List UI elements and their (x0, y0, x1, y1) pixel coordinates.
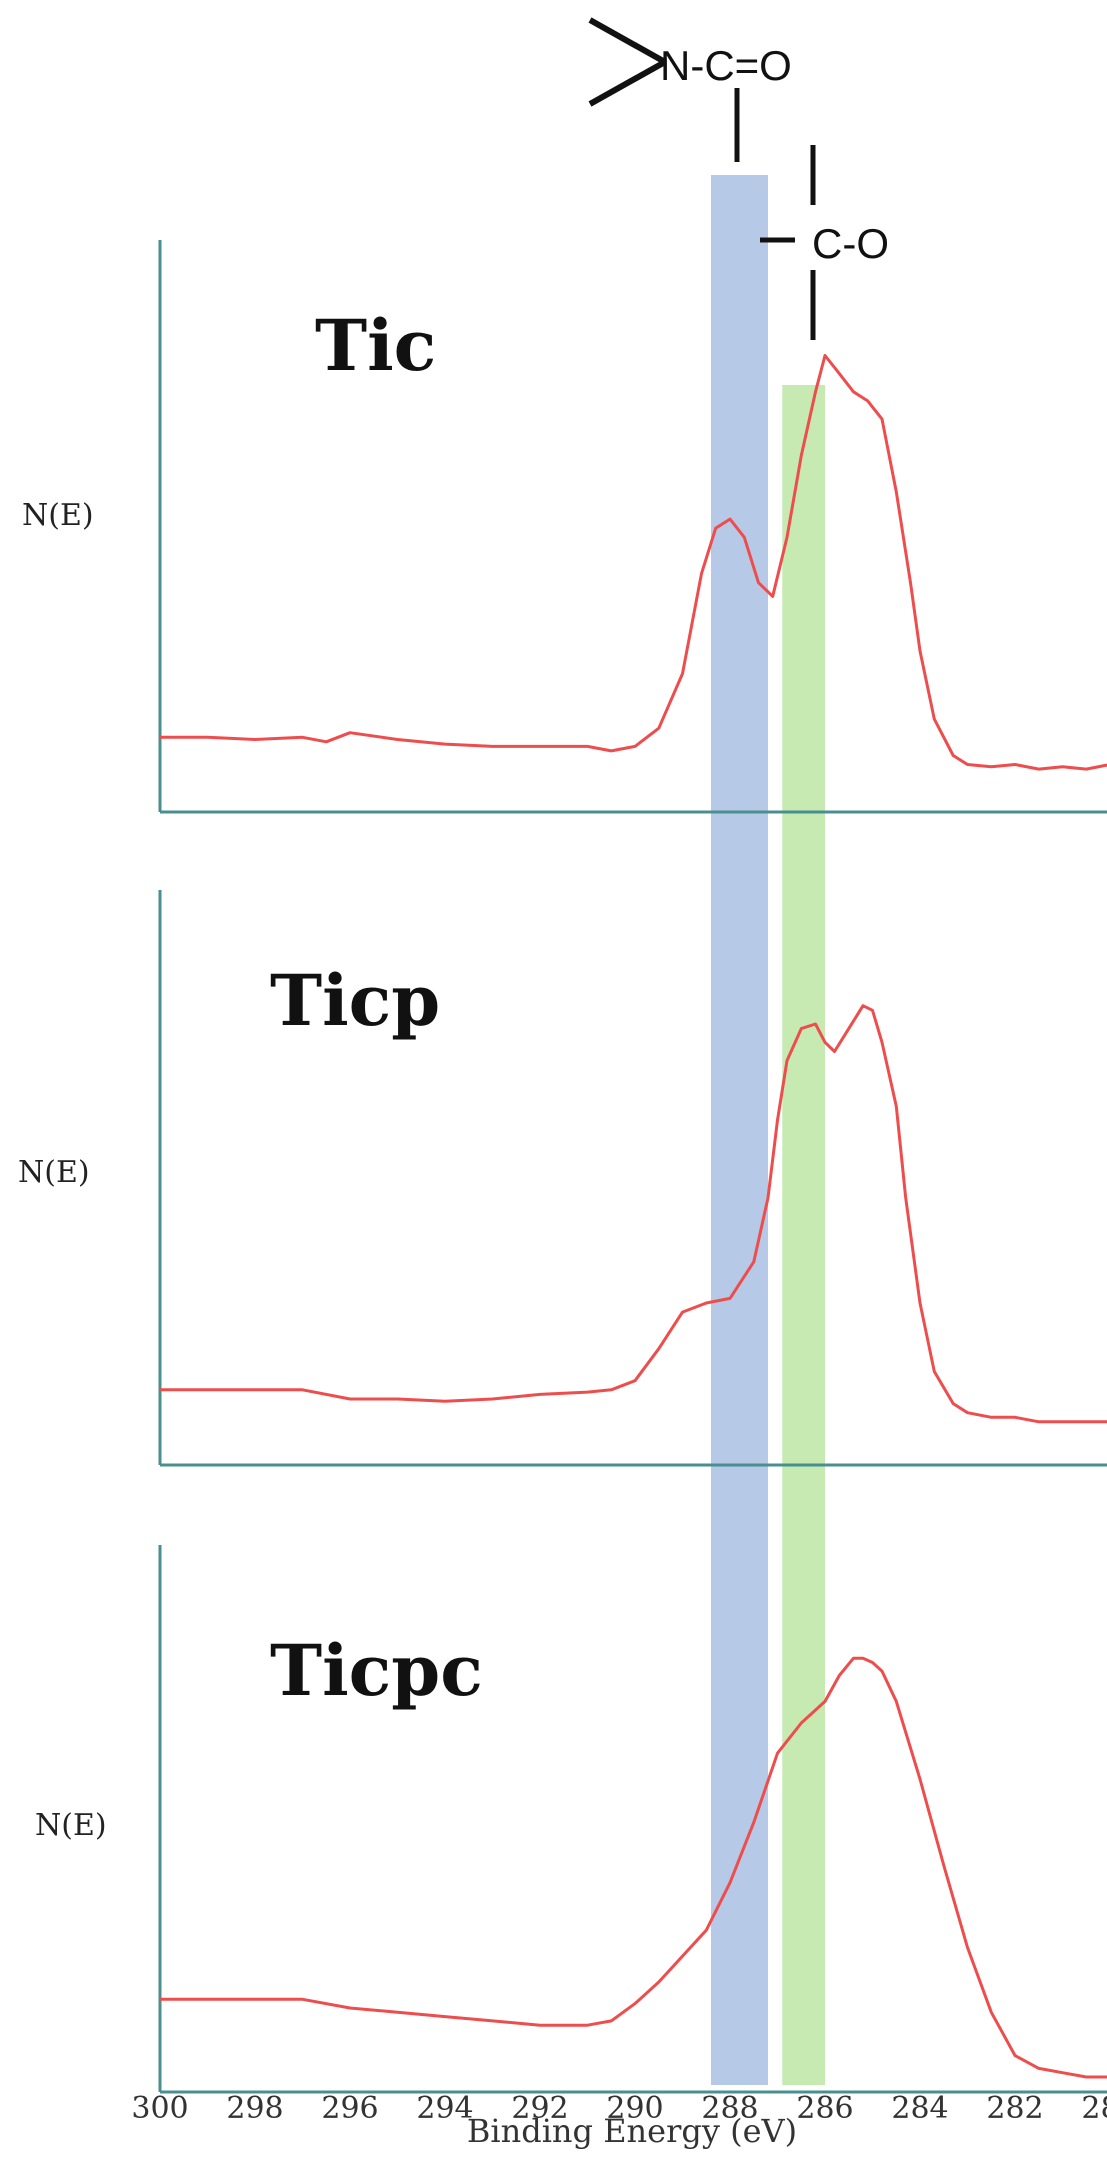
bond-annotations: N-C=O C-O (588, 17, 889, 340)
x-tick-label: 286 (796, 2091, 853, 2126)
x-tick-labels: 300 298 296 294 292 290 288 286 284 282 280 (131, 2091, 1107, 2126)
x-tick-label: 292 (511, 2091, 568, 2126)
x-tick-label: 296 (321, 2091, 378, 2126)
x-tick-label: 280 (1081, 2091, 1107, 2126)
spectrum-line-tic (160, 354, 1107, 771)
co-label: C-O (812, 220, 889, 267)
x-axis-label: Binding Energy (eV) (467, 2112, 797, 2150)
highlight-bands (711, 175, 825, 2085)
panel-label: Ticpc (270, 1629, 483, 1712)
y-axis-label: N(E) (22, 498, 94, 533)
x-tick-label: 300 (131, 2091, 188, 2126)
panels: Tic N(E) Ticp N(E) Ticpc N(E) (18, 240, 1107, 2094)
panel-tic: Tic N(E) (22, 240, 1107, 814)
amide-label: N-C=O (660, 42, 792, 89)
y-axis-label: N(E) (18, 1155, 90, 1190)
band-c-o (782, 385, 825, 2085)
amide-bracket-upper (588, 17, 667, 65)
amide-bracket-lower (588, 59, 667, 107)
panel-ticp: Ticp N(E) (18, 890, 1107, 1467)
x-tick-label: 284 (891, 2091, 948, 2126)
spectrum-line-ticpc (160, 1656, 1107, 2079)
spectrum-line-ticp (160, 1004, 1107, 1424)
x-tick-label: 294 (416, 2091, 473, 2126)
band-n-c-o (711, 175, 768, 2085)
x-tick-label: 288 (701, 2091, 758, 2126)
x-tick-label: 290 (606, 2091, 663, 2126)
panel-label: Tic (315, 304, 436, 387)
panel-label: Ticp (270, 959, 440, 1042)
x-tick-label: 298 (226, 2091, 283, 2126)
x-tick-label: 282 (986, 2091, 1043, 2126)
y-axis-label: N(E) (35, 1808, 107, 1843)
panel-ticpc: Ticpc N(E) (35, 1545, 1107, 2094)
x-axis: 300 298 296 294 292 290 288 286 284 282 280 Bindin… (131, 2091, 1107, 2150)
